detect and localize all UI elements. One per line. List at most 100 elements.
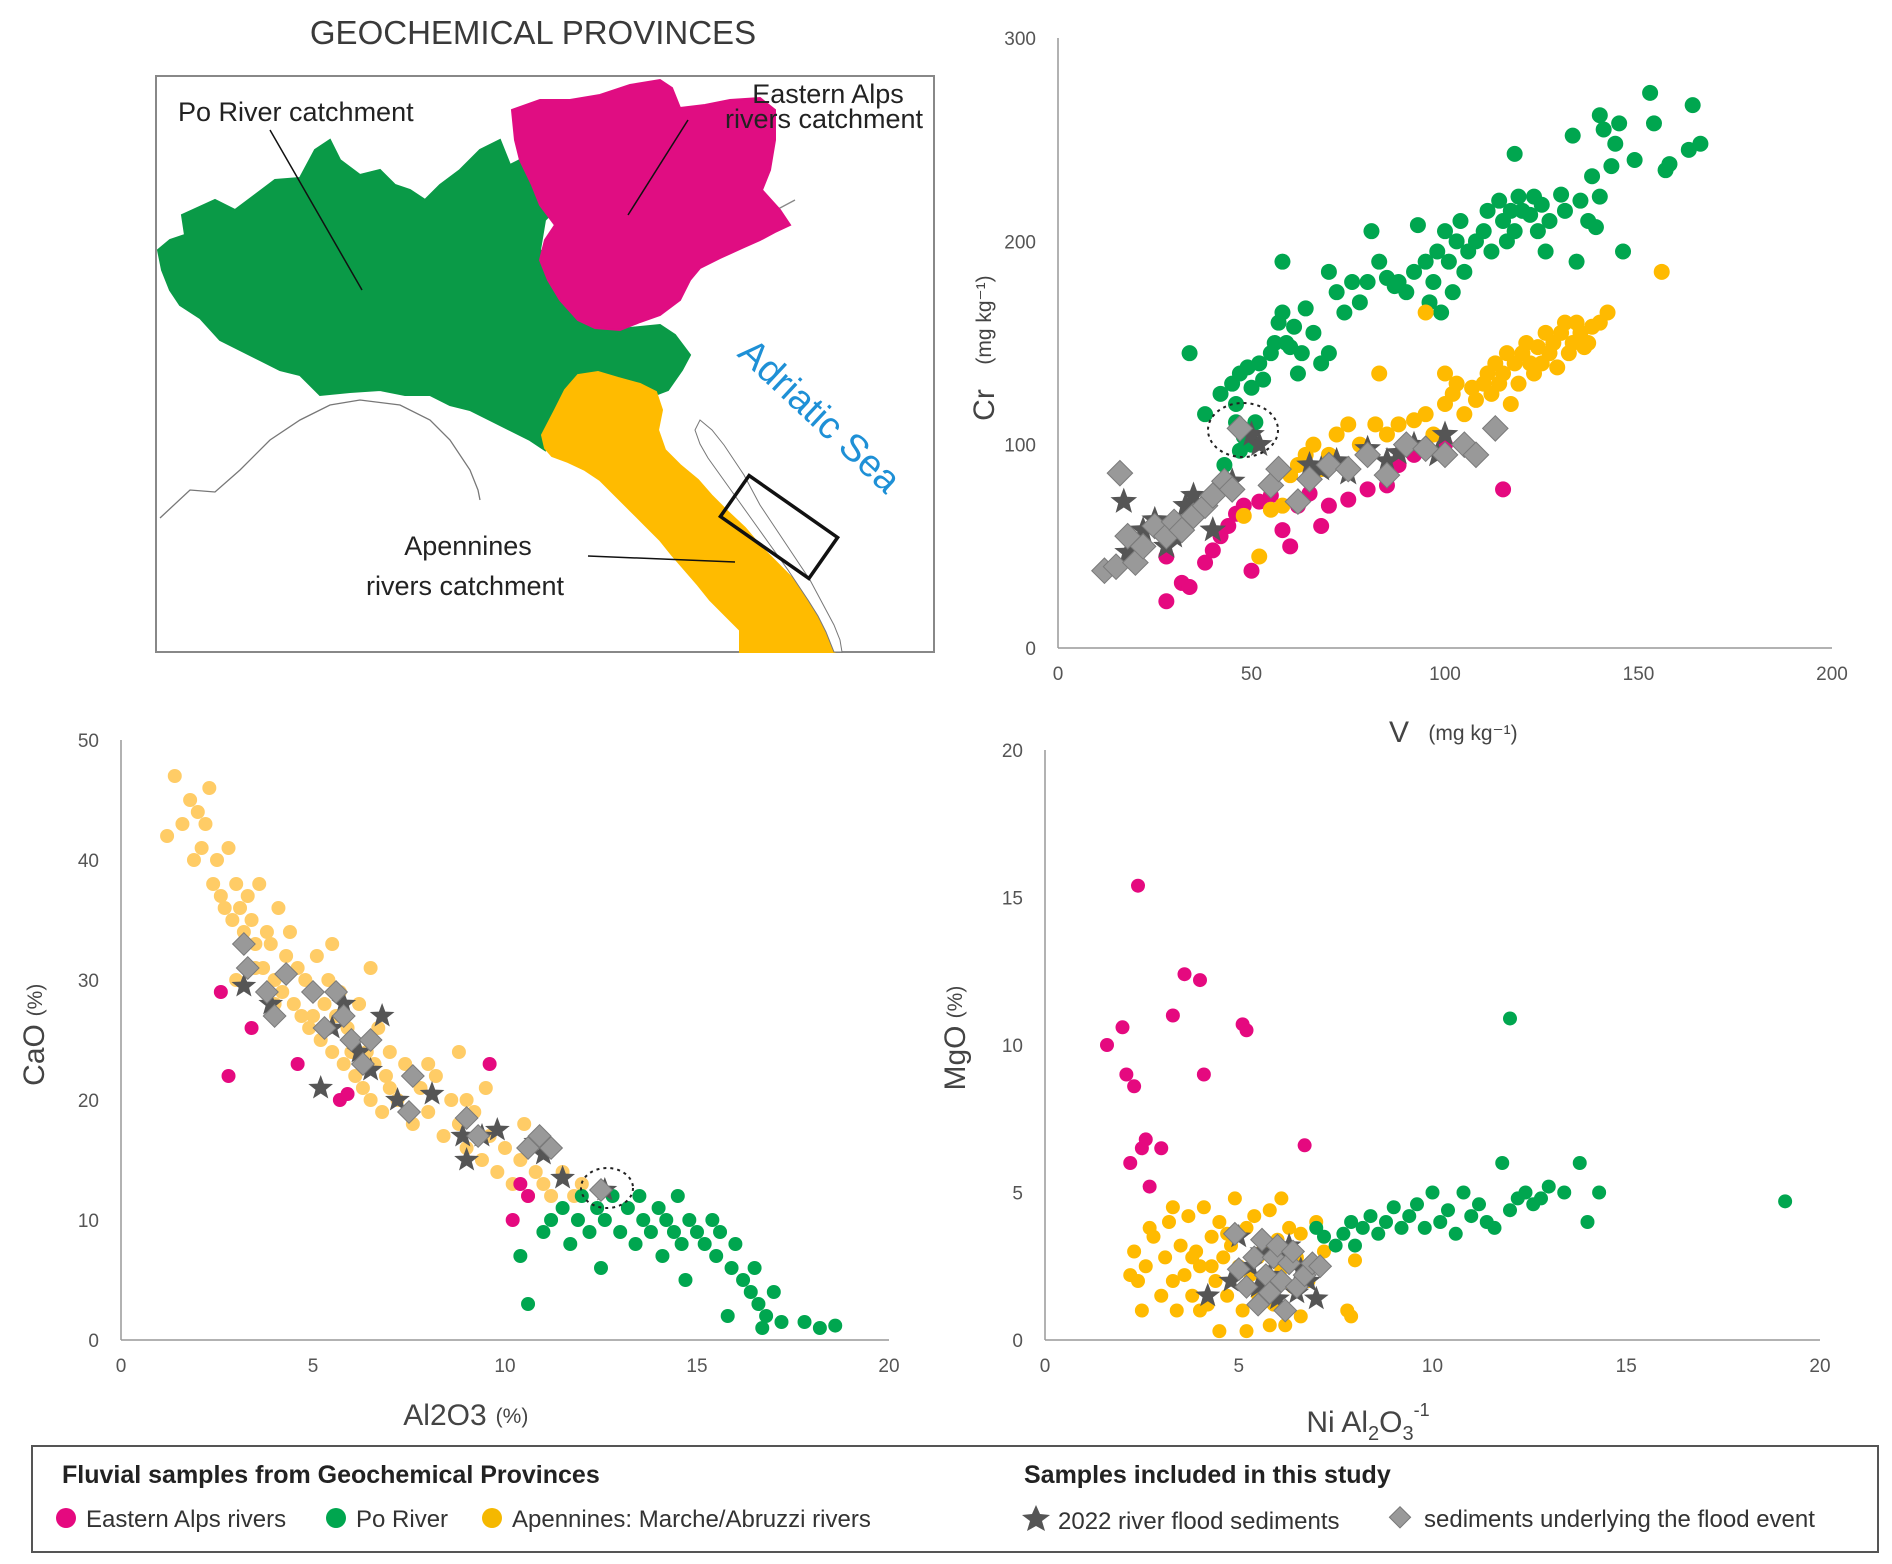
cao-al2o3-flood-star: [454, 1147, 479, 1171]
mgo-ni-y-axis-label: MgO: [939, 1025, 972, 1090]
apennines-label-leader: [587, 555, 736, 563]
country-border-line: [159, 399, 481, 519]
cr-v-point-eastern-alps: [1359, 481, 1376, 498]
cr-v-point-eastern-alps: [1274, 522, 1291, 539]
cr-v-underlying-diamond: [1265, 455, 1293, 483]
cr-v-point-apennines-scatter1: [1556, 314, 1573, 331]
cao-al2o3-point-apennines-scatter2: [302, 1021, 317, 1035]
cao-al2o3-point-apennines-scatter2: [244, 913, 259, 927]
mgo-ni-underlying-diamond: [1308, 1254, 1333, 1279]
eastern-alps-label-line1: Eastern Alps: [752, 79, 904, 109]
cr-v-point-po-river: [1587, 219, 1604, 236]
mgo-ni-point-po-river: [1402, 1209, 1417, 1224]
cao-al2o3-point-apennines-scatter2: [517, 1117, 532, 1131]
cr-v-flood-star: [1385, 438, 1412, 465]
mgo-ni-point-eastern-alps: [1165, 1008, 1180, 1023]
mgo-ni-point-eastern-alps: [1142, 1179, 1157, 1194]
mgo-ni-point-apennines-scatter1: [1262, 1203, 1277, 1218]
cr-v-flood-star: [1296, 451, 1323, 477]
mgo-ni-point-po-river: [1328, 1238, 1343, 1253]
cao-al2o3-point-apennines-scatter2: [574, 1177, 589, 1191]
mgo-ni-point-apennines-scatter1: [1274, 1191, 1289, 1206]
cao-al2o3-point-apennines-scatter2: [282, 925, 297, 939]
cr-v-point-po-river: [1437, 223, 1453, 240]
cao-al2o3-y-tick-label: 30: [78, 971, 99, 992]
mgo-ni-point-eastern-alps: [1131, 878, 1145, 893]
cr-v-point-po-river: [1293, 345, 1310, 362]
legend-flood-star-icon: [1022, 1505, 1050, 1531]
cr-v-point-po-river: [1363, 223, 1380, 240]
cao-al2o3-point-eastern-alps: [290, 1057, 305, 1071]
mgo-ni-point-po-river: [1472, 1197, 1486, 1212]
cr-v-x-tick-label: 200: [1816, 664, 1848, 685]
cr-v-underlying-diamond: [1102, 553, 1130, 581]
cr-v-point-po-river: [1274, 253, 1291, 270]
cao-al2o3-underlying-diamond: [396, 1099, 422, 1125]
eastern-alps-catchment-region: [510, 78, 792, 332]
cr-v-y-axis-unit: (mg kg⁻¹): [973, 275, 996, 364]
cao-al2o3-underlying-diamond: [235, 955, 260, 981]
mgo-ni-point-apennines-scatter1: [1158, 1250, 1173, 1265]
mgo-ni-flood-star: [1265, 1285, 1290, 1310]
mgo-ni-point-apennines-scatter1: [1235, 1303, 1250, 1318]
cr-v-point-po-river: [1661, 156, 1678, 173]
cr-v-point-po-river: [1406, 263, 1423, 280]
cao-al2o3-y-tick-label: 20: [78, 1091, 99, 1112]
cr-v-y-tick-label: 100: [1004, 436, 1036, 457]
apennines-coast-strip: [694, 419, 843, 653]
cr-v-point-apennines-scatter1: [1456, 406, 1473, 423]
mgo-ni-point-eastern-alps: [1127, 1079, 1142, 1094]
mgo-ni-underlying-diamond: [1280, 1239, 1306, 1264]
cao-al2o3-y-tick-label: 50: [78, 731, 99, 752]
mgo-ni-point-po-river: [1410, 1197, 1424, 1212]
cr-v-point-apennines-scatter1: [1580, 335, 1597, 351]
cao-al2o3-point-apennines-scatter2: [186, 853, 201, 867]
cao-al2o3-point-apennines-scatter2: [421, 1057, 436, 1071]
mgo-ni-flood-star: [1245, 1273, 1271, 1298]
cr-v-flood-star: [1110, 487, 1138, 513]
mgo-ni-flood-star: [1218, 1268, 1244, 1292]
mgo-ni-point-apennines-scatter1: [1247, 1209, 1262, 1224]
mgo-ni-point-po-river: [1487, 1220, 1502, 1235]
cao-al2o3-point-apennines-scatter2: [459, 1093, 474, 1107]
cr-v-point-apennines-scatter1: [1378, 426, 1395, 443]
mgo-ni-y-tick-label: 10: [1002, 1036, 1023, 1057]
cr-v-underlying-diamond: [1462, 441, 1490, 469]
cao-al2o3-point-apennines-scatter2: [336, 1057, 351, 1071]
cao-al2o3-point-eastern-alps: [521, 1189, 536, 1203]
mgo-ni-point-po-river: [1371, 1226, 1386, 1241]
cao-al2o3-point-po-river: [582, 1225, 597, 1239]
cr-v-point-apennines-scatter1: [1371, 365, 1388, 382]
cao-al2o3-point-po-river: [594, 1261, 608, 1275]
cao-al2o3-highlight-ellipse: [580, 1167, 634, 1209]
mgo-ni-point-po-river: [1433, 1215, 1448, 1229]
cao-al2o3-point-po-river: [628, 1237, 643, 1251]
cao-al2o3-point-apennines-scatter2: [275, 985, 290, 999]
mgo-ni-point-po-river: [1317, 1229, 1331, 1244]
cao-al2o3-axes: [120, 740, 889, 1341]
cr-v-point-apennines-scatter1: [1510, 375, 1527, 392]
cr-v-underlying-diamond: [1218, 475, 1246, 503]
cr-v-point-po-river: [1297, 300, 1314, 317]
mgo-ni-point-apennines-scatter1: [1177, 1268, 1192, 1283]
cao-al2o3-point-apennines-scatter2: [528, 1165, 543, 1179]
mgo-ni-point-eastern-alps: [1154, 1141, 1169, 1156]
map-panel: GEOCHEMICAL PROVINCES Po River catchment…: [155, 14, 935, 653]
cr-v-point-po-river: [1568, 253, 1585, 270]
cao-al2o3-point-apennines-scatter2: [160, 829, 175, 843]
cr-v-underlying-diamond: [1354, 441, 1382, 469]
mgo-ni-y-axis-unit: (%): [944, 986, 967, 1019]
mgo-ni-underlying-diamond: [1222, 1221, 1247, 1246]
cr-v-point-eastern-alps: [1204, 542, 1221, 559]
apennines-label-line1: Apennines: [404, 531, 532, 561]
legend-title-fluvial: Fluvial samples from Geochemical Provinc…: [62, 1461, 600, 1489]
cao-al2o3-underlying-diamond: [254, 979, 279, 1005]
cao-al2o3-point-apennines-scatter2: [194, 841, 209, 855]
cr-v-point-po-river: [1491, 192, 1508, 209]
cao-al2o3-point-po-river: [774, 1315, 789, 1329]
cao-al2o3-point-apennines-scatter2: [348, 1069, 363, 1083]
mgo-ni-underlying-diamond: [1273, 1298, 1298, 1323]
mgo-ni-point-po-river: [1336, 1226, 1351, 1241]
cao-al2o3-point-po-river: [590, 1201, 605, 1215]
cr-v-point-po-river: [1351, 294, 1368, 311]
